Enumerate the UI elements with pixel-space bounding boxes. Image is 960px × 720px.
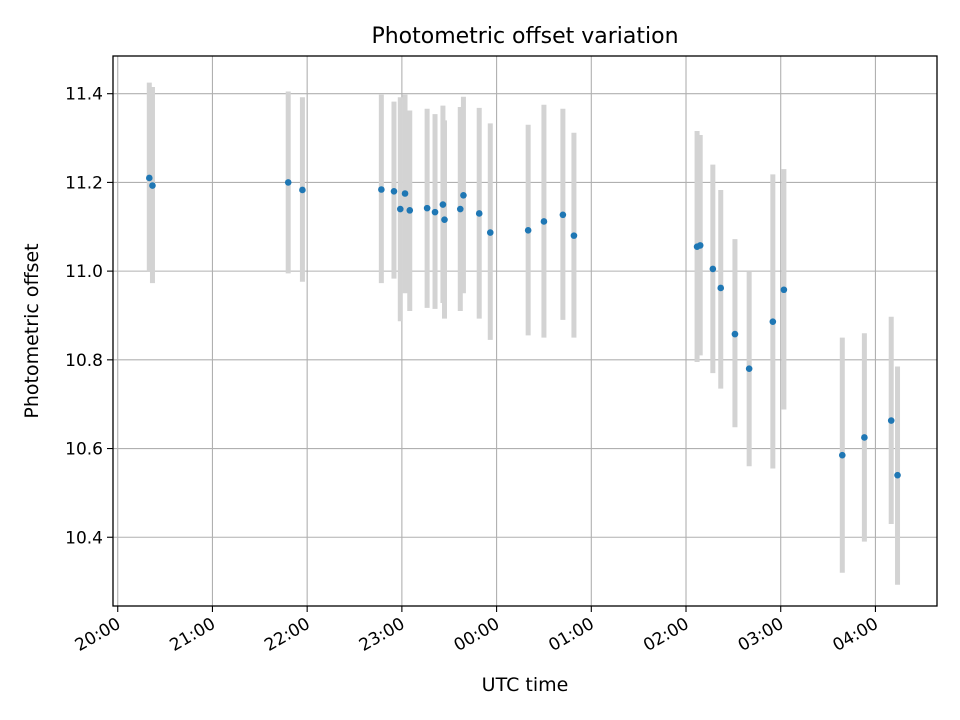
data-point	[423, 204, 431, 212]
data-point	[439, 201, 447, 208]
data-point	[894, 471, 901, 479]
data-points	[146, 174, 901, 479]
y-tick-label: 10.4	[65, 528, 103, 548]
data-point	[475, 210, 483, 217]
y-tick-label: 10.6	[65, 440, 103, 460]
data-point	[396, 205, 404, 213]
y-tick-label: 11.4	[65, 85, 103, 105]
data-point	[696, 242, 704, 249]
data-point	[559, 211, 567, 219]
data-point	[769, 318, 777, 325]
data-point	[378, 186, 385, 193]
data-point	[780, 286, 788, 294]
chart-title: Photometric offset variation	[371, 24, 678, 49]
data-point	[861, 434, 868, 441]
data-point	[745, 365, 753, 373]
y-axis-label: Photometric offset	[21, 243, 43, 418]
data-point	[456, 205, 464, 213]
y-tick-label: 11.2	[65, 173, 103, 193]
data-point	[390, 187, 398, 195]
data-point	[731, 330, 739, 338]
data-point	[146, 174, 153, 182]
data-point	[401, 190, 409, 197]
data-point	[149, 182, 156, 189]
y-tick-label: 11.0	[65, 262, 103, 282]
data-point	[709, 265, 717, 273]
data-point	[441, 216, 448, 223]
grid	[113, 56, 937, 606]
data-point	[299, 186, 306, 194]
y-axis-ticks: 10.4 10.6 10.8 11.0 11.2 11.4	[65, 85, 113, 548]
data-point	[540, 218, 548, 225]
data-point	[460, 191, 467, 199]
data-point	[887, 417, 895, 424]
x-axis-label: UTC time	[482, 674, 569, 696]
plot-frame	[112, 55, 938, 607]
data-point	[838, 451, 846, 459]
data-point	[431, 208, 439, 216]
data-point	[524, 227, 532, 234]
data-point	[284, 179, 292, 186]
data-point	[406, 207, 414, 214]
data-point	[486, 229, 494, 236]
y-tick-label: 10.8	[65, 351, 103, 371]
data-point	[570, 232, 578, 239]
data-point	[717, 284, 725, 292]
